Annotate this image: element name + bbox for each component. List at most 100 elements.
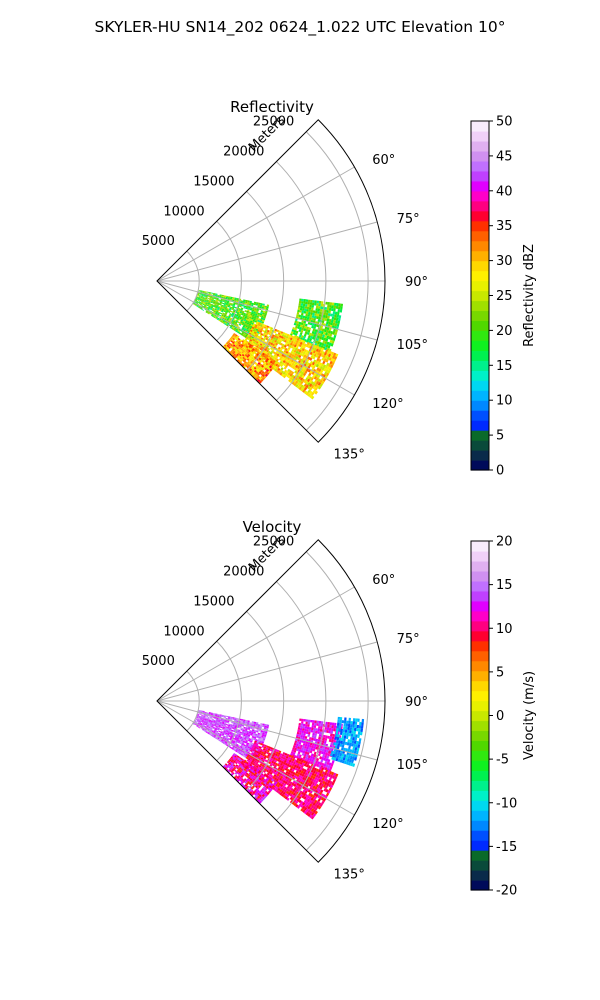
velocity-echo-cell (242, 730, 245, 733)
reflectivity-echo-cell (299, 347, 303, 351)
velocity-echo-cell (298, 803, 302, 807)
reflectivity-echo-cell (205, 294, 209, 297)
reflectivity-echo-cell (331, 302, 335, 306)
reflectivity-echo-cell (311, 330, 315, 335)
reflectivity-echo-cell (234, 326, 238, 329)
velocity-echo-cell (215, 721, 218, 724)
velocity-echo-cell (212, 726, 216, 729)
velocity-echo-cell (303, 730, 307, 734)
reflectivity-echo-cell (279, 333, 283, 337)
velocity-echo-cell (249, 722, 252, 725)
velocity-echo-cell (297, 744, 301, 747)
velocity-echo-cell (221, 728, 225, 731)
velocity-echo-cell (299, 744, 303, 748)
velocity-echo-cell (313, 767, 317, 772)
reflectivity-echo-cell (264, 348, 268, 352)
velocity-echo-cell (250, 733, 253, 736)
velocity-colorbar-segment (471, 680, 489, 692)
velocity-echo-cell (292, 747, 296, 750)
reflectivity-echo-cell (265, 346, 269, 350)
reflectivity-echo-cell (243, 341, 246, 345)
reflectivity-echo-cell (303, 354, 307, 358)
reflectivity-echo-cell (327, 332, 331, 337)
velocity-echo-cell (288, 783, 292, 787)
velocity-echo-cell (339, 719, 342, 724)
velocity-echo-cell (292, 792, 296, 796)
velocity-echo-cell (224, 766, 228, 770)
velocity-echo-cell (281, 768, 285, 772)
reflectivity-echo-cell (239, 322, 243, 325)
velocity-echo-cell (269, 788, 273, 792)
reflectivity-echo-cell (327, 330, 331, 334)
reflectivity-echo-cell (269, 368, 273, 372)
reflectivity-echo-cell (270, 354, 274, 358)
velocity-echo-cell (277, 779, 281, 783)
velocity-echo-cell (307, 805, 311, 810)
velocity-echo-cell (245, 735, 248, 738)
velocity-echo-cell (281, 785, 286, 789)
velocity-echo-cell (284, 752, 288, 756)
reflectivity-echo-cell (231, 342, 234, 346)
velocity-echo-cell (242, 735, 246, 738)
velocity-echo-cell (207, 728, 210, 731)
reflectivity-echo-cell (306, 378, 311, 383)
reflectivity-echo-cell (260, 303, 263, 306)
reflectivity-echo-cell (338, 315, 342, 319)
velocity-echo-cell (228, 766, 231, 769)
velocity-echo-cell (221, 723, 224, 726)
reflectivity-echo-cell (303, 343, 307, 347)
reflectivity-echo-cell (208, 300, 212, 302)
reflectivity-echo-cell (251, 347, 255, 351)
velocity-echo-cell (275, 775, 279, 779)
velocity-echo-cell (199, 719, 202, 721)
velocity-echo-cell (256, 755, 260, 758)
velocity-echo-cell (265, 785, 269, 789)
velocity-echo-cell (255, 723, 259, 726)
velocity-echo-cell (210, 721, 213, 724)
reflectivity-echo-cell (263, 375, 267, 379)
reflectivity-echo-cell (243, 322, 247, 326)
velocity-echo-cell (306, 729, 309, 732)
reflectivity-echo-cell (269, 339, 273, 343)
velocity-echo-cell (287, 756, 291, 760)
velocity-echo-cell (281, 781, 285, 786)
reflectivity-echo-cell (337, 309, 341, 313)
velocity-echo-cell (243, 747, 247, 751)
velocity-echo-cell (214, 727, 218, 730)
velocity-echo-cell (300, 759, 304, 763)
reflectivity-echo-cell (231, 345, 235, 348)
reflectivity-echo-cell (269, 357, 273, 361)
reflectivity-echo-cell (302, 322, 306, 326)
velocity-colorbar-segment (471, 830, 489, 841)
velocity-echo-cell (280, 787, 284, 791)
velocity-echo-cell (321, 771, 326, 775)
reflectivity-colorbar-tick-label: 10 (496, 394, 513, 409)
velocity-echo-cell (248, 738, 252, 741)
reflectivity-echo-cell (201, 301, 204, 303)
velocity-echo-cell (318, 772, 322, 777)
reflectivity-echo-cell (320, 347, 325, 352)
velocity-echo-cell (294, 767, 298, 771)
reflectivity-echo-cell (236, 335, 240, 338)
velocity-echo-cell (317, 769, 321, 773)
velocity-echo-cell (317, 761, 321, 765)
reflectivity-grid (156, 131, 385, 431)
reflectivity-echo-cell (301, 301, 304, 304)
velocity-echo-cell (224, 727, 228, 730)
reflectivity-echo-cell (247, 314, 251, 317)
reflectivity-echo-cell (214, 308, 217, 311)
velocity-echo-cell (234, 769, 237, 773)
reflectivity-echo-cell (275, 358, 279, 362)
reflectivity-echo-cell (322, 360, 326, 365)
reflectivity-echo-cell (214, 297, 217, 299)
velocity-echo-cell (252, 766, 256, 770)
velocity-echo-cell (336, 737, 340, 741)
velocity-echo-cell (282, 766, 286, 770)
reflectivity-echo-cell (201, 299, 205, 301)
velocity-echo-cell (257, 792, 261, 796)
reflectivity-colorbar-segment (471, 360, 489, 371)
reflectivity-echo-cell (228, 308, 232, 311)
reflectivity-echo-cell (303, 301, 306, 304)
reflectivity-echo-cell (277, 337, 281, 340)
velocity-echo-cell (202, 717, 206, 719)
